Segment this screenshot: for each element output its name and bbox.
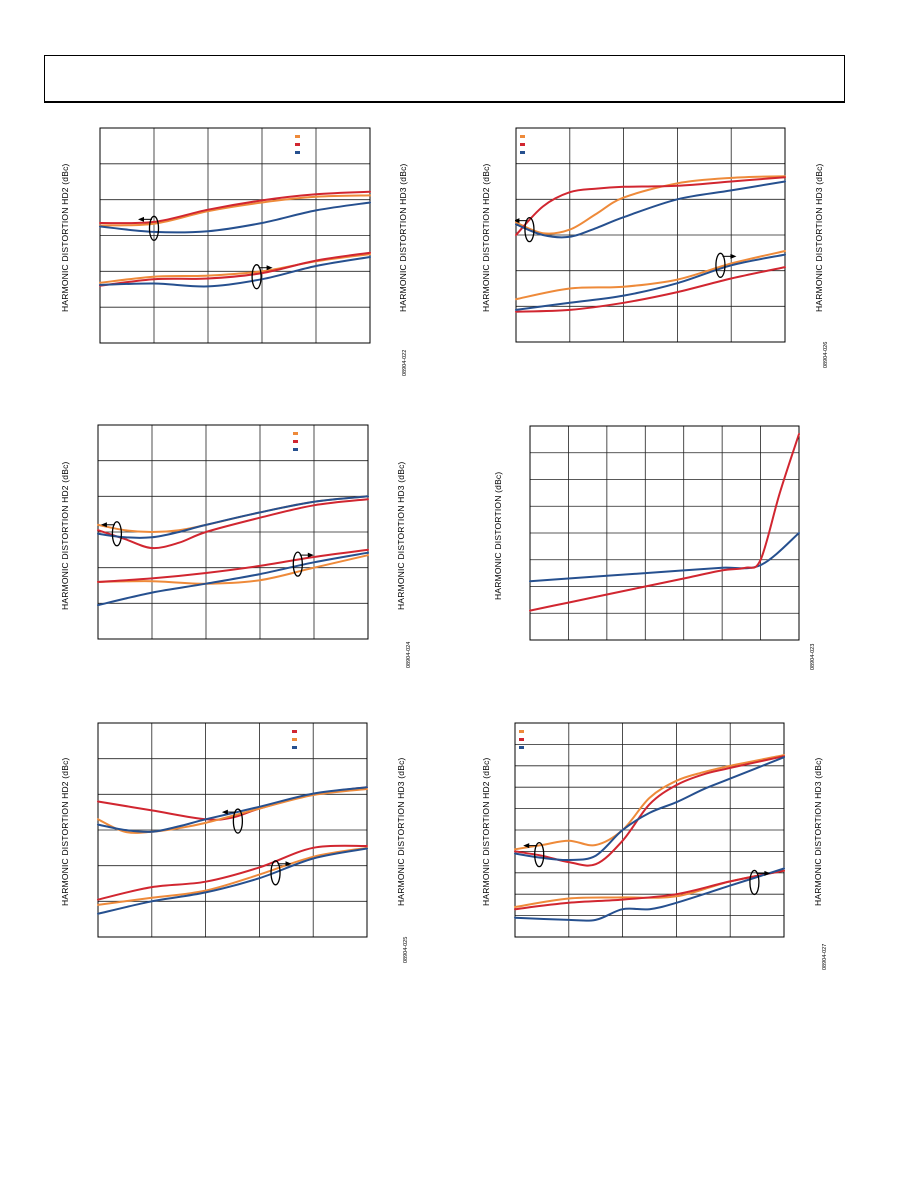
chart-5-plot	[97, 722, 368, 938]
chart-3-legend-swatch-2	[293, 440, 298, 443]
chart-3-series-1-line	[97, 495, 369, 534]
chart-6-ylabel-left: HARMONIC DISTORTION HD2 (dBc)	[481, 757, 491, 906]
chart-6-series-4-line	[514, 869, 785, 908]
chart-2-series-2-line	[515, 176, 786, 236]
chart-6-annotation-ellipse-1	[534, 841, 545, 868]
chart-3-ylabel-left: HARMONIC DISTORTION HD2 (dBc)	[60, 461, 70, 610]
chart-5-ylabel-right: HARMONIC DISTORTION HD3 (dBc)	[396, 757, 406, 906]
chart-5-legend-swatch-2	[292, 738, 297, 741]
chart-6-figure-id: 08904-027	[822, 943, 828, 970]
chart-1-ylabel-left: HARMONIC DISTORTION HD2 (dBc)	[60, 163, 70, 312]
chart-3-annotation-ellipse-1	[111, 521, 123, 547]
chart-1-grid	[99, 127, 371, 344]
chart-3-legend-swatch-1	[293, 432, 298, 435]
chart-1-ylabel-right: HARMONIC DISTORTION HD3 (dBc)	[398, 163, 408, 312]
chart-4-ylabel-left: HARMONIC DISTORTION (dBc)	[493, 471, 503, 600]
chart-3-annotation-arrowhead-2	[307, 552, 314, 558]
chart-6-series-1-line	[514, 754, 785, 851]
chart-2-series-6-line	[515, 253, 786, 311]
chart-2-plot	[515, 127, 786, 343]
chart-3-plot	[97, 424, 369, 640]
chart-2-ylabel-right: HARMONIC DISTORTION HD3 (dBc)	[814, 163, 824, 312]
chart-3-series-4-line	[97, 554, 369, 585]
plot-frame	[97, 424, 369, 640]
chart-6-annotation-arrowhead-2	[764, 870, 771, 876]
chart-4-plot	[529, 425, 800, 641]
chart-2-series-4-line	[515, 250, 786, 301]
chart-1-annotation-ellipse-2	[251, 264, 262, 290]
chart-6-annotation-arrowhead-1	[523, 843, 530, 849]
chart-5-figure-id: 08904-025	[403, 936, 409, 963]
chart-2-annotation-ellipse-1	[524, 217, 535, 243]
chart-1-legend-swatch-3	[295, 151, 300, 154]
chart-2-legend-swatch-2	[520, 143, 525, 146]
chart-2-series-3-line	[515, 180, 786, 239]
plot-frame	[99, 127, 371, 344]
page-header-box	[44, 55, 845, 103]
chart-1-plot	[99, 127, 371, 344]
chart-5-series-3-line	[97, 786, 368, 833]
chart-2-annotation-arrowhead-1	[515, 218, 520, 224]
chart-6-series-6-line	[514, 867, 785, 922]
chart-6-series-3-line	[514, 756, 785, 862]
chart-1-legend-swatch-1	[295, 135, 300, 138]
plot-frame	[514, 722, 785, 938]
chart-3-figure-id: 08904-024	[406, 641, 412, 668]
chart-1-figure-id: 08904-022	[402, 349, 408, 376]
plot-frame	[97, 722, 368, 938]
chart-1-annotation-ellipse-1	[148, 215, 160, 241]
chart-5-annotation-ellipse-2	[270, 860, 281, 886]
chart-5-series-4-line	[97, 844, 368, 901]
chart-3-series-6-line	[97, 551, 369, 607]
chart-3-legend-swatch-3	[293, 448, 298, 451]
chart-5-annotation-arrowhead-2	[285, 861, 292, 867]
chart-2-ylabel-left: HARMONIC DISTORTION HD2 (dBc)	[481, 163, 491, 312]
chart-6-legend-swatch-2	[519, 738, 524, 741]
chart-2-series-5-line	[515, 266, 786, 313]
chart-4-grid	[529, 425, 800, 641]
chart-4-series-2-line	[529, 433, 800, 612]
chart-3-ylabel-right: HARMONIC DISTORTION HD3 (dBc)	[396, 461, 406, 610]
chart-5-series-6-line	[97, 847, 368, 915]
chart-5-ylabel-left: HARMONIC DISTORTION HD2 (dBc)	[60, 757, 70, 906]
chart-3-series-5-line	[97, 548, 369, 583]
chart-2-legend-swatch-1	[520, 135, 525, 138]
chart-5-series-2-line	[97, 788, 368, 834]
chart-5-legend-swatch-1	[292, 730, 297, 733]
chart-5-annotation-arrowhead-1	[221, 809, 228, 815]
chart-1-annotation-arrowhead-2	[266, 265, 273, 271]
chart-6-ylabel-right: HARMONIC DISTORTION HD3 (dBc)	[813, 757, 823, 906]
chart-1-annotation-arrowhead-1	[138, 216, 144, 222]
chart-5-grid	[97, 722, 368, 938]
chart-2-figure-id: 08904-026	[823, 341, 829, 368]
chart-4-figure-id: 08904-023	[810, 643, 816, 670]
chart-4-series-1-line	[529, 532, 800, 583]
chart-1-series-2-line	[99, 190, 371, 225]
chart-2-series-1-line	[515, 175, 786, 235]
chart-6-plot	[514, 722, 785, 938]
chart-1-series-5-line	[99, 251, 371, 287]
chart-3-series-2-line	[97, 498, 369, 550]
chart-2-legend-swatch-3	[520, 151, 525, 154]
chart-2-annotation-ellipse-2	[715, 252, 726, 278]
chart-6-annotation-ellipse-2	[749, 869, 760, 896]
chart-3-series-3-line	[97, 495, 369, 539]
chart-5-annotation-ellipse-1	[232, 808, 244, 834]
chart-3-annotation-ellipse-2	[292, 551, 303, 577]
chart-3-grid	[97, 424, 369, 640]
chart-6-legend-swatch-3	[519, 746, 524, 749]
chart-1-legend-swatch-2	[295, 143, 300, 146]
chart-5-legend-swatch-3	[292, 746, 297, 749]
chart-5-series-5-line	[97, 846, 368, 906]
chart-2-annotation-arrowhead-2	[730, 253, 737, 259]
chart-3-annotation-arrowhead-1	[100, 522, 107, 528]
chart-6-legend-swatch-1	[519, 730, 524, 733]
chart-6-series-5-line	[514, 869, 785, 911]
chart-1-series-6-line	[99, 256, 371, 288]
